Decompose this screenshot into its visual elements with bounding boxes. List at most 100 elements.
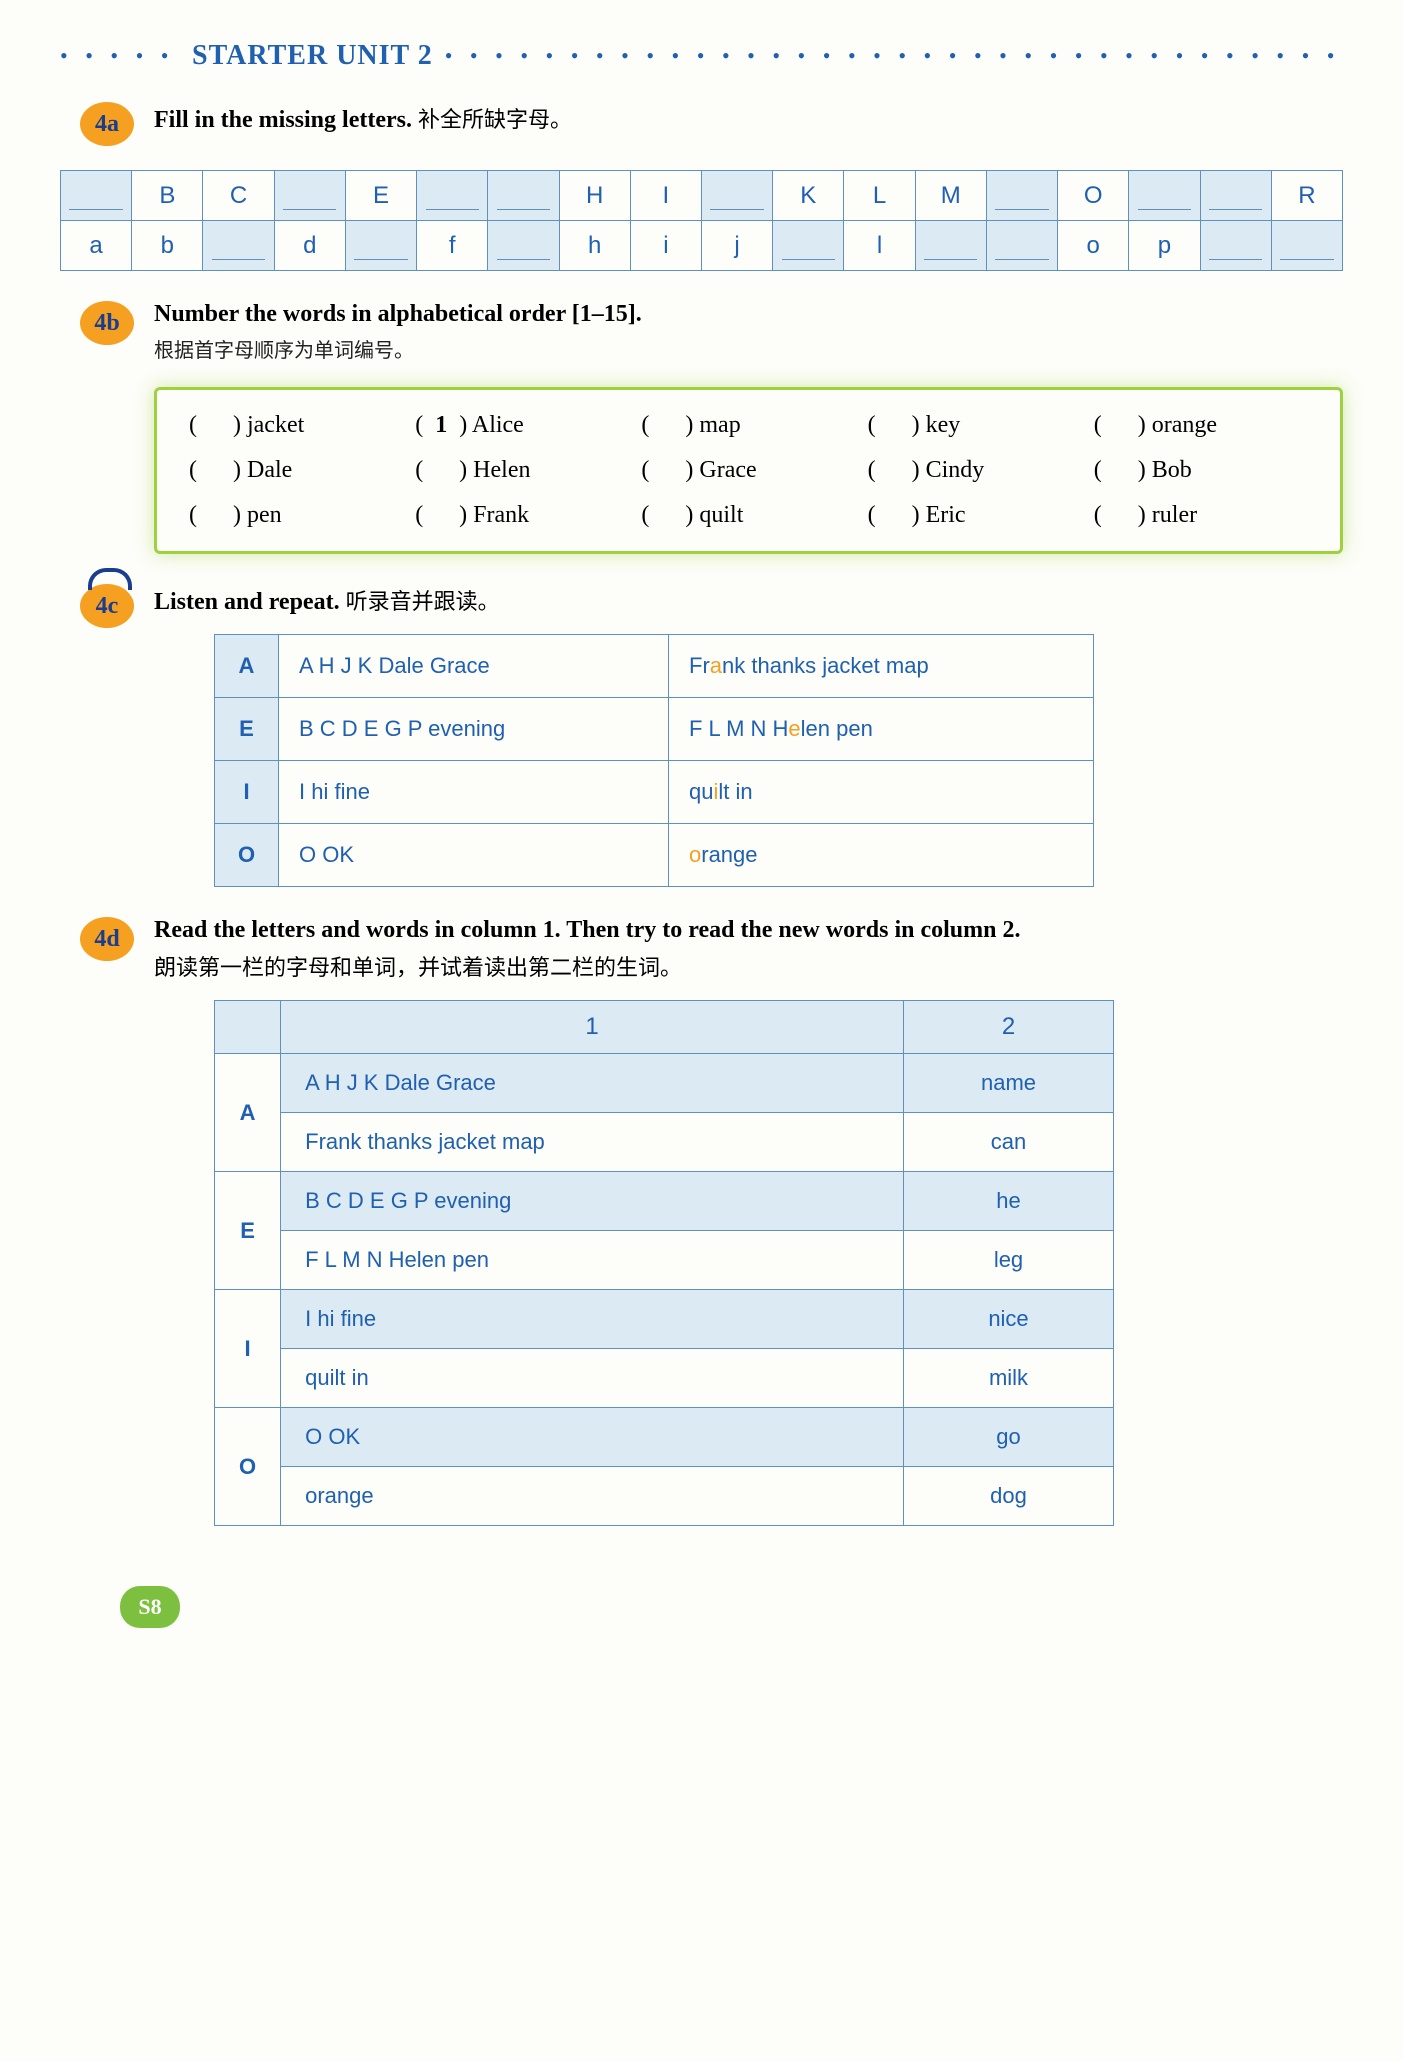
badge-4b: 4b bbox=[80, 301, 134, 345]
word-item: ( ) Cindy bbox=[868, 457, 1082, 484]
alpha-cell bbox=[488, 171, 559, 221]
alpha-cell bbox=[1200, 171, 1271, 221]
word-item: ( ) ruler bbox=[1094, 502, 1308, 529]
alpha-cell: I bbox=[630, 171, 701, 221]
alpha-cell: C bbox=[203, 171, 274, 221]
section-4a: 4a Fill in the missing letters. 补全所缺字母。 bbox=[60, 102, 1343, 146]
unit-header: • • • • • • • STARTER UNIT 2 • • • • • •… bbox=[60, 40, 1343, 72]
phon-col1: I hi fine bbox=[279, 761, 669, 824]
word-box: ( ) jacket( 1 ) Alice( ) map( ) key( ) o… bbox=[154, 387, 1343, 554]
phon-col1: O OK bbox=[279, 824, 669, 887]
read-key: A bbox=[215, 1054, 281, 1172]
alpha-cell bbox=[417, 171, 488, 221]
badge-4a: 4a bbox=[80, 102, 134, 146]
alphabet-table: BCEHIKLMOR abdfhijlop bbox=[60, 170, 1343, 271]
alpha-cell: a bbox=[61, 221, 132, 271]
read-col1: Frank thanks jacket map bbox=[281, 1113, 904, 1172]
read-col1: quilt in bbox=[281, 1349, 904, 1408]
phon-col1: A H J K Dale Grace bbox=[279, 635, 669, 698]
phon-key: A bbox=[215, 635, 279, 698]
read-col1: I hi fine bbox=[281, 1290, 904, 1349]
word-item: ( ) jacket bbox=[189, 412, 403, 439]
section-4c: 4c Listen and repeat. 听录音并跟读。 AA H J K D… bbox=[60, 584, 1343, 887]
alpha-cell bbox=[345, 221, 416, 271]
alpha-cell: R bbox=[1271, 171, 1342, 221]
phon-key: O bbox=[215, 824, 279, 887]
alpha-cell bbox=[1271, 221, 1342, 271]
alpha-cell bbox=[773, 221, 844, 271]
word-item: ( ) Grace bbox=[641, 457, 855, 484]
badge-4c: 4c bbox=[80, 584, 134, 628]
read-col1: F L M N Helen pen bbox=[281, 1231, 904, 1290]
alpha-cell: f bbox=[417, 221, 488, 271]
read-col2: milk bbox=[904, 1349, 1114, 1408]
alpha-cell: O bbox=[1058, 171, 1129, 221]
word-item: ( ) Dale bbox=[189, 457, 403, 484]
read-col2: go bbox=[904, 1408, 1114, 1467]
instr-4b: Number the words in alphabetical order [… bbox=[154, 301, 1343, 328]
read-col2: nice bbox=[904, 1290, 1114, 1349]
alpha-cell: j bbox=[701, 221, 772, 271]
alpha-cell bbox=[203, 221, 274, 271]
instr-4a: Fill in the missing letters. 补全所缺字母。 bbox=[154, 102, 1343, 134]
alpha-cell: E bbox=[345, 171, 416, 221]
section-4b: 4b Number the words in alphabetical orde… bbox=[60, 301, 1343, 554]
alpha-cell bbox=[274, 171, 345, 221]
read-key: I bbox=[215, 1290, 281, 1408]
word-item: ( ) map bbox=[641, 412, 855, 439]
phon-col2: Frank thanks jacket map bbox=[669, 635, 1094, 698]
unit-title: STARTER UNIT 2 bbox=[180, 40, 445, 72]
section-4d: 4d Read the letters and words in column … bbox=[60, 917, 1343, 1526]
badge-4d: 4d bbox=[80, 917, 134, 961]
header-dots-right: • • • • • • • • • • • • • • • • • • • • … bbox=[445, 43, 1343, 69]
instr-4d-cn: 朗读第一栏的字母和单词，并试着读出第二栏的生词。 bbox=[154, 955, 682, 980]
alpha-cell: L bbox=[844, 171, 915, 221]
phon-col2: F L M N Helen pen bbox=[669, 698, 1094, 761]
alpha-cell: i bbox=[630, 221, 701, 271]
alpha-cell: K bbox=[773, 171, 844, 221]
alpha-cell: h bbox=[559, 221, 630, 271]
alpha-cell bbox=[986, 171, 1057, 221]
alpha-cell bbox=[1200, 221, 1271, 271]
phon-col2: orange bbox=[669, 824, 1094, 887]
alpha-cell: M bbox=[915, 171, 986, 221]
header-dots-left: • • • • • • • bbox=[60, 43, 180, 69]
col1-header: 1 bbox=[281, 1001, 904, 1054]
alpha-cell bbox=[986, 221, 1057, 271]
alpha-cell: p bbox=[1129, 221, 1200, 271]
phon-key: I bbox=[215, 761, 279, 824]
instr-4d: Read the letters and words in column 1. … bbox=[154, 917, 1343, 944]
alpha-cell bbox=[488, 221, 559, 271]
word-item: ( ) Helen bbox=[415, 457, 629, 484]
alpha-cell: B bbox=[132, 171, 203, 221]
read-col1: A H J K Dale Grace bbox=[281, 1054, 904, 1113]
phonics-table: AA H J K Dale GraceFrank thanks jacket m… bbox=[214, 634, 1094, 887]
alpha-cell: H bbox=[559, 171, 630, 221]
alpha-cell bbox=[701, 171, 772, 221]
read-col1: B C D E G P evening bbox=[281, 1172, 904, 1231]
read-col2: name bbox=[904, 1054, 1114, 1113]
instr-4d-l2: 朗读第一栏的字母和单词，并试着读出第二栏的生词。 bbox=[154, 950, 1343, 982]
reading-table: 12AA H J K Dale GracenameFrank thanks ja… bbox=[214, 1000, 1114, 1526]
phon-key: E bbox=[215, 698, 279, 761]
read-col2: dog bbox=[904, 1467, 1114, 1526]
read-key: O bbox=[215, 1408, 281, 1526]
alpha-cell: d bbox=[274, 221, 345, 271]
instr-4c-en: Listen and repeat. bbox=[154, 589, 340, 615]
alpha-cell bbox=[61, 171, 132, 221]
word-item: ( ) key bbox=[868, 412, 1082, 439]
page-number: S8 bbox=[120, 1586, 180, 1628]
instr-4b-cn: 根据首字母顺序为单词编号。 bbox=[154, 334, 1343, 363]
alpha-cell: o bbox=[1058, 221, 1129, 271]
read-col1: O OK bbox=[281, 1408, 904, 1467]
read-key: E bbox=[215, 1172, 281, 1290]
read-col2: he bbox=[904, 1172, 1114, 1231]
phon-col2: quilt in bbox=[669, 761, 1094, 824]
word-item: ( ) quilt bbox=[641, 502, 855, 529]
read-col2: can bbox=[904, 1113, 1114, 1172]
alpha-cell bbox=[915, 221, 986, 271]
word-item: ( 1 ) Alice bbox=[415, 412, 629, 439]
instr-4c: Listen and repeat. 听录音并跟读。 bbox=[154, 584, 1343, 616]
alpha-cell bbox=[1129, 171, 1200, 221]
alpha-cell: l bbox=[844, 221, 915, 271]
